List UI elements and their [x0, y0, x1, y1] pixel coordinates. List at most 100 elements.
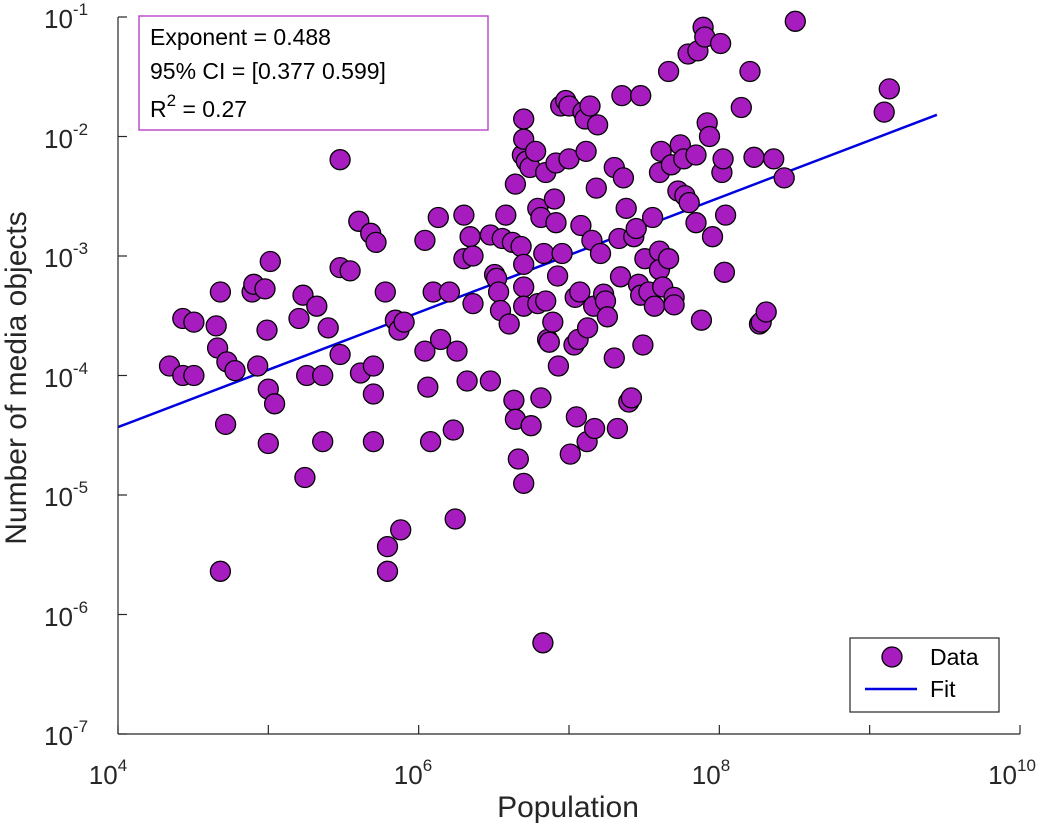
- data-point: [533, 242, 555, 265]
- data-point: [257, 432, 279, 455]
- data-point: [570, 214, 592, 237]
- data-point: [569, 281, 591, 303]
- legend-fit-label: Fit: [930, 676, 956, 702]
- data-point: [657, 60, 680, 83]
- data-point: [712, 148, 734, 170]
- data-point: [510, 235, 532, 258]
- data-point: [685, 144, 707, 166]
- data-point: [551, 242, 573, 265]
- annotation-ci: 95% CI = [0.377 0.599]: [150, 58, 386, 84]
- data-point: [709, 32, 732, 55]
- data-point: [205, 315, 227, 337]
- data-point: [487, 281, 510, 303]
- data-point: [393, 311, 415, 333]
- data-point: [878, 78, 900, 100]
- y-tick-label: 10-4: [44, 359, 88, 393]
- data-point: [294, 466, 316, 489]
- y-tick-labels: 10-7 10-6 10-5 10-4 10-3 10-2 10-1: [44, 0, 88, 751]
- data-point: [545, 212, 567, 234]
- data-point: [503, 389, 525, 411]
- data-point: [479, 370, 502, 392]
- data-point: [575, 140, 597, 163]
- data-point: [576, 317, 599, 339]
- data-point: [329, 149, 351, 171]
- data-point: [585, 177, 607, 199]
- legend-data-marker: [881, 646, 903, 668]
- data-point: [339, 260, 361, 282]
- data-point: [538, 331, 560, 353]
- data-point: [589, 242, 612, 265]
- data-point: [641, 206, 664, 229]
- data-point: [362, 355, 385, 377]
- data-point: [612, 167, 635, 189]
- data-point: [625, 217, 647, 240]
- data-point: [414, 229, 436, 252]
- data-point: [429, 328, 452, 351]
- y-tick-label: 10-3: [44, 239, 88, 273]
- data-point: [183, 364, 205, 387]
- data-point: [701, 226, 724, 248]
- x-tick-label: 106: [394, 756, 432, 790]
- data-point: [288, 307, 310, 330]
- data-point: [520, 415, 542, 437]
- data-point: [532, 632, 554, 654]
- data-point: [453, 204, 475, 226]
- data-point: [643, 295, 666, 317]
- data-point: [559, 443, 581, 465]
- data-point: [730, 96, 752, 119]
- data-point: [312, 364, 334, 387]
- data-point: [419, 430, 442, 453]
- data-point: [254, 278, 276, 300]
- data-point: [755, 301, 777, 323]
- data-point: [427, 206, 449, 229]
- data-point: [459, 226, 481, 248]
- data-point: [606, 417, 629, 440]
- data-point: [513, 276, 535, 298]
- data-point: [685, 212, 707, 234]
- data-point: [714, 204, 737, 226]
- legend: Data Fit: [849, 637, 1000, 713]
- data-point: [657, 248, 680, 270]
- data-point: [365, 231, 387, 254]
- data-point: [462, 292, 484, 315]
- data-point: [442, 419, 464, 441]
- data-point: [698, 125, 721, 148]
- data-point: [390, 519, 412, 541]
- data-point: [615, 197, 637, 220]
- data-point: [547, 355, 570, 377]
- data-points: [158, 10, 900, 654]
- annotation-r2: R2 = 0.27: [150, 91, 247, 122]
- data-point: [504, 173, 527, 195]
- x-tick-label: 104: [89, 756, 127, 790]
- data-point: [586, 114, 609, 136]
- y-tick-label: 10-7: [44, 717, 88, 751]
- data-point: [620, 387, 643, 409]
- data-point: [317, 317, 339, 339]
- data-point: [630, 84, 652, 107]
- data-point: [678, 191, 700, 214]
- legend-data-label: Data: [930, 644, 979, 670]
- data-point: [462, 245, 484, 267]
- data-point: [603, 347, 625, 369]
- data-point: [763, 148, 785, 170]
- data-point: [546, 265, 569, 287]
- x-axis-label: Population: [497, 791, 639, 824]
- data-point: [632, 334, 654, 356]
- data-point: [456, 370, 478, 392]
- data-point: [565, 406, 588, 428]
- data-point: [209, 560, 232, 582]
- data-point: [663, 294, 685, 316]
- data-point: [247, 355, 269, 377]
- data-point: [784, 10, 806, 32]
- data-point: [495, 204, 517, 226]
- data-point: [312, 430, 334, 453]
- data-point: [263, 393, 286, 415]
- data-point: [444, 508, 466, 530]
- data-point: [362, 430, 385, 453]
- data-point: [743, 146, 765, 168]
- data-point: [446, 340, 468, 362]
- data-point: [611, 84, 633, 107]
- data-point: [306, 295, 328, 317]
- annotation-box: [138, 15, 489, 131]
